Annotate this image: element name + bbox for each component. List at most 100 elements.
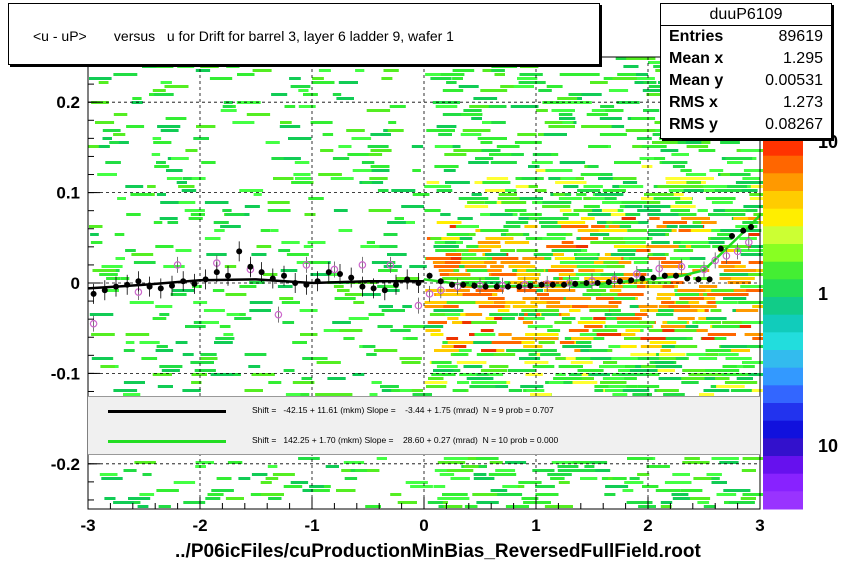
heatmap-cell — [689, 497, 711, 500]
heatmap-cell — [721, 261, 741, 264]
heatmap-cell — [608, 345, 621, 348]
heatmap-cell — [558, 197, 582, 200]
heatmap-cell — [649, 61, 670, 64]
heatmap-cell — [248, 365, 261, 368]
heatmap-cell — [211, 489, 234, 492]
profile-point-open — [358, 261, 367, 269]
heatmap-cell — [544, 121, 574, 124]
heatmap-cell — [519, 73, 543, 76]
heatmap-cell — [185, 325, 206, 328]
profile-point — [706, 276, 713, 283]
heatmap-cell — [734, 209, 758, 212]
heatmap-cell — [489, 365, 509, 368]
profile-point-open — [744, 238, 753, 247]
heatmap-cell — [731, 277, 755, 280]
heatmap-cell — [487, 289, 504, 292]
heatmap-cell — [608, 89, 629, 92]
heatmap-cell — [521, 309, 544, 312]
heatmap-cell — [743, 205, 770, 208]
heatmap-cell — [237, 73, 255, 76]
heatmap-cell — [587, 337, 605, 340]
heatmap-cell — [236, 101, 261, 104]
profile-point — [572, 280, 579, 287]
heatmap-cell — [577, 229, 605, 232]
profile-point — [325, 269, 332, 276]
heatmap-cell — [620, 313, 631, 316]
heatmap-cell — [538, 217, 569, 220]
heatmap-cell — [481, 349, 497, 352]
heatmap-cell — [404, 221, 415, 224]
heatmap-cell — [491, 65, 518, 68]
heatmap-cell — [391, 389, 408, 392]
heatmap-cell — [387, 129, 404, 132]
heatmap-cell — [612, 393, 628, 396]
heatmap-cell — [429, 305, 459, 308]
heatmap-cell — [432, 101, 460, 104]
heatmap-cell — [163, 265, 185, 268]
heatmap-cell — [699, 285, 718, 288]
heatmap-cell — [748, 261, 777, 264]
heatmap-cell — [466, 277, 485, 280]
legend-text-green: Shift = 142.25 + 1.70 (mkm) Slope = 28.6… — [252, 435, 559, 445]
heatmap-cell — [748, 273, 777, 276]
heatmap-cell — [540, 225, 570, 228]
heatmap-cell — [125, 249, 136, 252]
heatmap-cell — [434, 349, 459, 352]
heatmap-cell — [442, 113, 468, 116]
heatmap-cell — [160, 129, 179, 132]
heatmap-cell — [366, 353, 377, 356]
profile-point — [740, 227, 747, 234]
heatmap-cell — [97, 173, 117, 176]
heatmap-cell — [603, 237, 621, 240]
color-scale-swatch — [763, 456, 803, 475]
heatmap-cell — [323, 329, 345, 332]
heatmap-cell — [400, 389, 423, 392]
heatmap-cell — [506, 233, 524, 236]
color-scale-swatch — [763, 173, 803, 192]
heatmap-cell — [249, 281, 263, 284]
heatmap-cell — [590, 81, 608, 84]
profile-point-open — [722, 252, 731, 260]
heatmap-cell — [460, 113, 483, 116]
heatmap-cell — [137, 505, 149, 508]
heatmap-cell — [641, 201, 661, 204]
profile-markers — [89, 223, 755, 332]
heatmap-cell — [736, 377, 753, 380]
heatmap-cell — [306, 261, 328, 264]
heatmap-cell — [602, 209, 618, 212]
heatmap-cell — [586, 289, 607, 292]
heatmap-cell — [542, 201, 572, 204]
heatmap-cell — [344, 293, 362, 296]
heatmap-cell — [113, 501, 134, 504]
heatmap-cell — [604, 317, 629, 320]
heatmap-cell — [600, 381, 627, 384]
heatmap-cell — [724, 381, 743, 384]
heatmap-cell — [194, 369, 216, 372]
profile-point — [370, 285, 377, 292]
heatmap-cell — [433, 245, 459, 248]
heatmap-cell — [658, 377, 682, 380]
heatmap-cell — [697, 321, 711, 324]
heatmap-cell — [409, 265, 427, 268]
heatmap-cell — [535, 169, 547, 172]
heatmap-cell — [452, 69, 475, 72]
heatmap-cell — [636, 269, 653, 272]
heatmap-cell — [506, 349, 534, 352]
heatmap-cell — [505, 189, 517, 192]
heatmap-cell — [641, 197, 654, 200]
heatmap-cell — [724, 209, 736, 212]
heatmap-cell — [312, 357, 328, 360]
heatmap-cell — [719, 461, 739, 464]
heatmap-cell — [504, 241, 530, 244]
heatmap-cell — [503, 225, 521, 228]
heatmap-cell — [575, 257, 605, 260]
heatmap-cell — [387, 253, 407, 256]
heatmap-cell — [156, 345, 168, 348]
heatmap-cell — [106, 277, 121, 280]
heatmap-cell — [521, 497, 539, 500]
heatmap-cell — [367, 145, 389, 148]
heatmap-cell — [377, 189, 389, 192]
heatmap-cell — [303, 93, 318, 96]
heatmap-cell — [167, 221, 179, 224]
heatmap-cell — [405, 481, 428, 484]
